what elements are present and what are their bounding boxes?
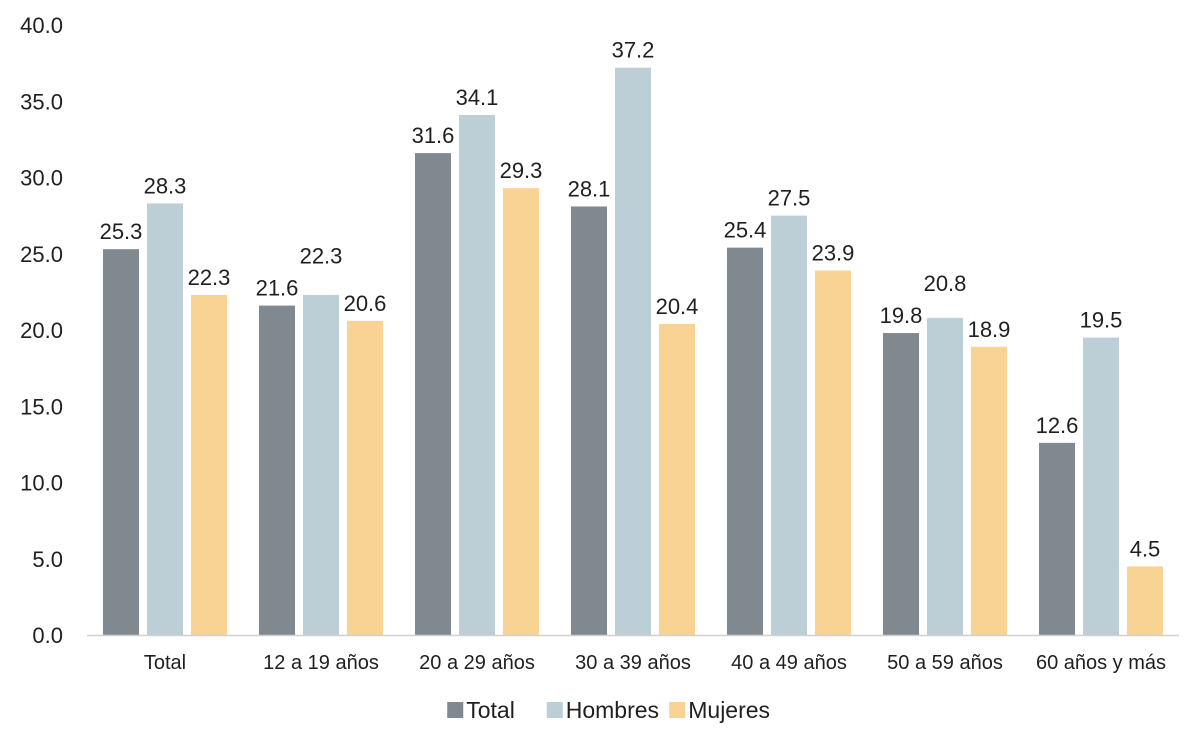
data-label: 19.8	[880, 303, 923, 328]
data-label: 34.1	[456, 85, 499, 110]
bar	[259, 305, 295, 635]
bars	[103, 67, 1163, 636]
y-tick-label: 10.0	[20, 471, 63, 496]
data-label: 29.3	[500, 158, 543, 183]
y-tick-label: 0.0	[32, 623, 63, 648]
data-label: 25.4	[724, 218, 767, 243]
y-tick-label: 30.0	[20, 166, 63, 191]
bar	[927, 317, 963, 635]
bar	[659, 323, 695, 635]
data-label: 28.1	[568, 176, 611, 201]
data-labels: 25.328.322.3 21.622.320.631.634.129.328.1…	[100, 38, 1161, 562]
legend-label: Mujeres	[688, 697, 770, 723]
bar	[147, 203, 183, 636]
data-label: 25.3	[100, 219, 143, 244]
bar	[571, 206, 607, 635]
bar	[303, 294, 339, 635]
data-label: 27.5	[768, 186, 811, 211]
y-tick-label: 25.0	[20, 242, 63, 267]
bar	[971, 346, 1007, 635]
data-label: 22.3	[300, 244, 343, 269]
bar	[1039, 442, 1075, 635]
data-label: 20.6	[344, 291, 387, 316]
x-axis-category-labels: Total 12 a 19 años 20 a 29 años 30 a 39 año…	[144, 652, 1166, 674]
bar	[459, 114, 495, 636]
x-category-label: 12 a 19 años	[263, 652, 379, 674]
bar	[347, 320, 383, 635]
data-label: 28.3	[144, 173, 187, 198]
y-tick-label: 35.0	[20, 89, 63, 114]
x-category-label: 20 a 29 años	[419, 652, 535, 674]
x-category-label: 50 a 59 años	[887, 652, 1003, 674]
x-category-label: 30 a 39 años	[575, 652, 691, 674]
data-label: 21.6	[256, 276, 299, 301]
legend-item: Hombres	[546, 697, 659, 723]
bar	[191, 294, 227, 635]
bar	[815, 270, 851, 635]
y-tick-label: 40.0	[20, 13, 63, 38]
legend-item: Total	[447, 697, 515, 723]
data-label: 4.5	[1130, 536, 1161, 561]
data-label: 19.5	[1080, 308, 1123, 333]
data-label: 20.4	[656, 294, 699, 319]
bar	[615, 67, 651, 635]
data-label: 20.8	[924, 271, 967, 296]
bar	[103, 249, 139, 636]
data-label: 18.9	[968, 317, 1011, 342]
legend: Total Hombres Mujeres	[447, 697, 770, 723]
legend-label: Total	[466, 697, 515, 723]
legend-label: Hombres	[566, 697, 659, 723]
y-tick-label: 5.0	[32, 547, 63, 572]
x-category-label: 60 años y más	[1036, 652, 1166, 674]
data-label: 12.6	[1036, 413, 1079, 438]
bar	[1127, 566, 1163, 635]
bar	[415, 153, 451, 635]
data-label: 31.6	[412, 123, 455, 148]
bar	[1083, 337, 1119, 635]
bar	[883, 333, 919, 635]
legend-swatch	[546, 702, 563, 718]
y-tick-label: 15.0	[20, 394, 63, 419]
legend-swatch	[669, 702, 686, 718]
legend-swatch	[447, 702, 464, 718]
y-axis-ticks: 0.0 5.0 10.0 15.0 20.0 25.0 30.0 35.0 40.0	[20, 13, 63, 648]
legend-item: Mujeres	[669, 697, 770, 723]
bar	[727, 247, 763, 635]
bar	[771, 215, 807, 635]
x-category-label: 40 a 49 años	[731, 652, 847, 674]
data-label: 23.9	[812, 241, 855, 266]
y-tick-label: 20.0	[20, 318, 63, 343]
x-category-label: Total	[144, 652, 186, 674]
bar	[503, 188, 539, 636]
data-label: 22.3	[188, 265, 231, 290]
data-label: 37.2	[612, 38, 655, 63]
